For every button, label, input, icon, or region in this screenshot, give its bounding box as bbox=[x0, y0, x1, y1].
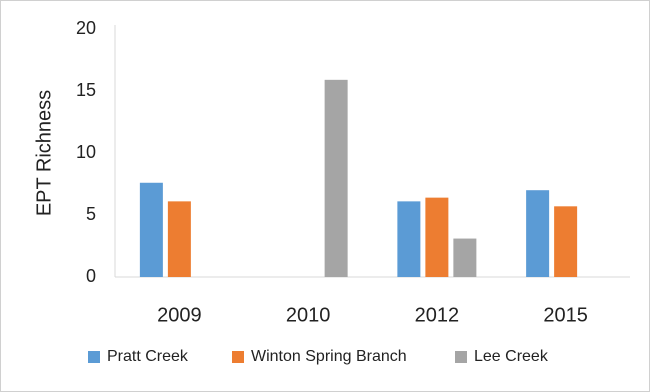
bar bbox=[554, 206, 578, 277]
y-tick-label: 5 bbox=[86, 204, 96, 224]
legend-label: Pratt Creek bbox=[107, 348, 189, 365]
x-tick-label: 2015 bbox=[543, 304, 588, 326]
bar bbox=[425, 197, 449, 277]
legend-label: Winton Spring Branch bbox=[251, 348, 407, 365]
y-tick-label: 20 bbox=[76, 18, 96, 38]
bar bbox=[139, 182, 163, 277]
bar bbox=[453, 238, 477, 277]
y-tick-label: 0 bbox=[86, 266, 96, 286]
bar bbox=[397, 201, 421, 277]
legend-swatch bbox=[232, 351, 244, 363]
legend-label: Lee Creek bbox=[474, 348, 549, 365]
bar bbox=[324, 79, 348, 277]
x-tick-label: 2010 bbox=[286, 304, 331, 326]
legend-swatch bbox=[88, 351, 100, 363]
legend-swatch bbox=[455, 351, 467, 363]
y-tick-label: 10 bbox=[76, 142, 96, 162]
y-tick-label: 15 bbox=[76, 80, 96, 100]
y-axis-title: EPT Richness bbox=[33, 90, 55, 216]
bar bbox=[526, 190, 550, 277]
bar bbox=[167, 201, 191, 277]
x-tick-label: 2009 bbox=[157, 304, 202, 326]
x-tick-label: 2012 bbox=[415, 304, 460, 326]
